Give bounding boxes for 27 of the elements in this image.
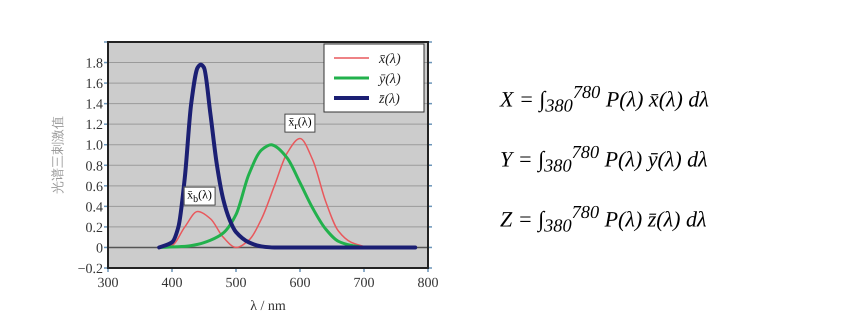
x-tick-label: 500 [226, 276, 246, 291]
x-tick-label: 700 [354, 276, 374, 291]
y-tick-label: 0.8 [86, 159, 103, 174]
x-tick-label: 800 [418, 276, 438, 291]
text: Y = ∫$_{380}$$^{780}$ P(λ) ȳ(λ) dλ [500, 142, 708, 177]
x-axis-title: λ / nm [250, 299, 286, 314]
x-tick-label: 300 [98, 276, 118, 291]
y-axis-title: 光谱三刺激值 [50, 116, 65, 194]
y-tick-label: 0 [96, 241, 103, 256]
y-tick-label: −0.2 [78, 262, 103, 277]
legend-label: ȳ(λ) [377, 72, 401, 87]
x-tick-label: 600 [290, 276, 310, 291]
y-tick-label: 0.6 [86, 180, 103, 195]
x-tick-label: 400 [162, 276, 182, 291]
y-tick-label: 0.2 [86, 220, 103, 236]
y-tick-label: 1.2 [86, 118, 103, 134]
legend-label: z̄(λ) [378, 92, 400, 107]
y-tick-label: 1.8 [86, 56, 103, 72]
y-tick-label: 1.6 [86, 77, 103, 92]
annotation: x̄$_{r}$(λ) [284, 113, 316, 133]
text: X = ∫$_{380}$$^{780}$ P(λ) x̄(λ) dλ [500, 82, 709, 117]
legend-label: x̄(λ) [378, 52, 401, 67]
annotation: x̄$_{b}$(λ) [183, 186, 216, 206]
text: Z = ∫$_{380}$$^{780}$ P(λ) z̄(λ) dλ [500, 202, 706, 237]
y-tick-label: 0.4 [86, 200, 103, 216]
y-tick-label: 1.0 [86, 138, 103, 154]
y-tick-label: 1.4 [86, 98, 103, 113]
